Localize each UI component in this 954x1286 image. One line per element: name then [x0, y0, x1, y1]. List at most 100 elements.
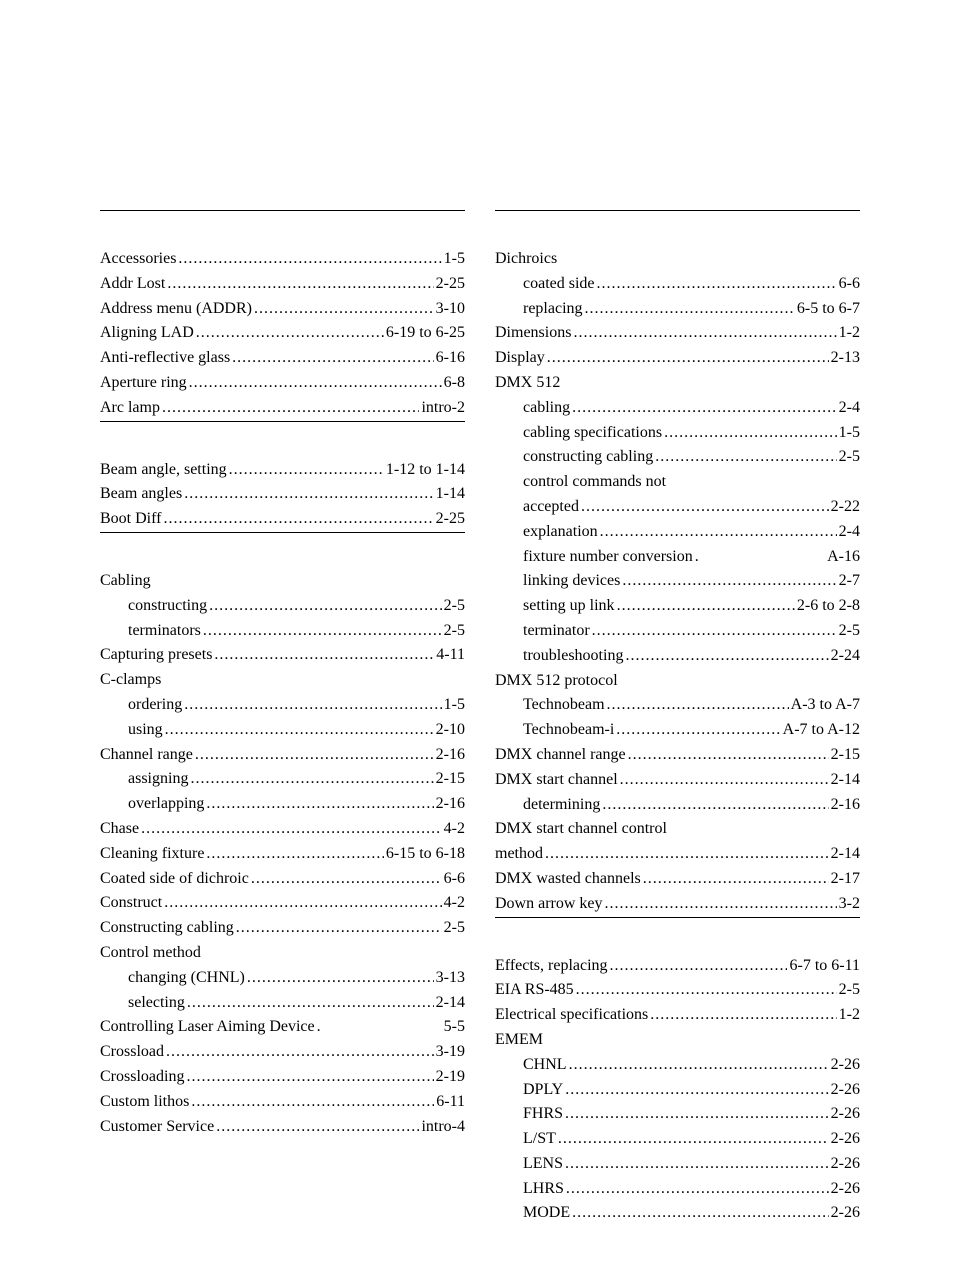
leader-dots: .	[695, 545, 825, 570]
index-entry: changing (CHNL) ........................…	[100, 966, 465, 991]
entry-term: troubleshooting	[495, 644, 623, 669]
index-entry: DMX start channel ......................…	[495, 768, 860, 793]
leader-dots: ........................................…	[625, 644, 828, 669]
entry-page: 2-5	[839, 619, 860, 644]
leader-dots: ........................................…	[251, 867, 442, 892]
entry-page: 2-4	[839, 520, 860, 545]
index-header: C-clamps	[100, 668, 465, 693]
leader-dots: ........................................…	[558, 1127, 829, 1152]
index-entry: accepted ...............................…	[495, 495, 860, 520]
entry-page: 2-25	[436, 272, 465, 297]
index-entry: setting up link ........................…	[495, 594, 860, 619]
leader-dots: ........................................…	[247, 966, 434, 991]
entry-term: L/ST	[495, 1127, 556, 1152]
entry-page: 2-4	[839, 396, 860, 421]
entry-page: 2-14	[831, 768, 860, 793]
index-entry: Address menu (ADDR) ....................…	[100, 297, 465, 322]
entry-page: 6-6	[839, 272, 860, 297]
entry-term: Dimensions	[495, 321, 571, 346]
entry-page: 2-22	[831, 495, 860, 520]
entry-page: 2-14	[831, 842, 860, 867]
leader-dots: ........................................…	[545, 842, 829, 867]
leader-dots: ........................................…	[216, 1115, 419, 1140]
index-entry: DPLY ...................................…	[495, 1078, 860, 1103]
entry-term: Arc lamp	[100, 396, 160, 421]
leader-dots: ........................................…	[581, 495, 829, 520]
index-entry: constructing ...........................…	[100, 594, 465, 619]
entry-term: Down arrow key	[495, 892, 603, 917]
leader-dots: ........................................…	[620, 768, 829, 793]
index-entry: EIA RS-485 .............................…	[495, 978, 860, 1003]
section-gap	[100, 211, 465, 247]
leader-dots: ........................................…	[206, 792, 433, 817]
index-entry: method .................................…	[495, 842, 860, 867]
leader-dots: ........................................…	[572, 1201, 829, 1226]
leader-dots: ........................................…	[616, 718, 780, 743]
entry-term: FHRS	[495, 1102, 563, 1127]
leader-dots: ........................................…	[184, 482, 433, 507]
entry-page: 2-26	[831, 1078, 860, 1103]
leader-dots: ........................................…	[178, 247, 441, 272]
leader-dots: ........................................…	[643, 867, 829, 892]
entry-page: 2-26	[831, 1201, 860, 1226]
index-entry: using ..................................…	[100, 718, 465, 743]
index-entry: Aligning LAD ...........................…	[100, 321, 465, 346]
entry-term: Cleaning fixture	[100, 842, 204, 867]
index-entry: Technobeam .............................…	[495, 693, 860, 718]
leader-dots: ........................................…	[191, 1090, 434, 1115]
entry-page: 2-13	[831, 346, 860, 371]
index-entry: MODE ...................................…	[495, 1201, 860, 1226]
leader-dots: ........................................…	[141, 817, 442, 842]
leader-dots: ........................................…	[573, 321, 836, 346]
index-entry: Coated side of dichroic ................…	[100, 867, 465, 892]
entry-page: A-3 to A-7	[791, 693, 860, 718]
leader-dots: ........................................…	[607, 693, 789, 718]
index-entry: Addr Lost ..............................…	[100, 272, 465, 297]
entry-page: 2-26	[831, 1127, 860, 1152]
entry-page: 2-19	[436, 1065, 465, 1090]
index-page: Accessories ............................…	[0, 0, 954, 1286]
entry-term: Addr Lost	[100, 272, 165, 297]
leader-dots: ........................................…	[254, 297, 434, 322]
leader-dots: ........................................…	[164, 891, 441, 916]
entry-page: 6-6	[444, 867, 465, 892]
index-entry: explanation ............................…	[495, 520, 860, 545]
entry-term: overlapping	[100, 792, 204, 817]
leader-dots: ........................................…	[189, 371, 442, 396]
leader-dots: ........................................…	[592, 619, 837, 644]
entry-page: 2-7	[839, 569, 860, 594]
section-gap	[495, 918, 860, 954]
entry-term: Crossload	[100, 1040, 164, 1065]
leader-dots: ........................................…	[565, 1102, 829, 1127]
leader-dots: ........................................…	[184, 693, 441, 718]
index-header: control commands not	[495, 470, 860, 495]
entry-term: explanation	[495, 520, 598, 545]
index-entry: CHNL ...................................…	[495, 1053, 860, 1078]
entry-page: 2-26	[831, 1053, 860, 1078]
leader-dots: ........................................…	[602, 793, 828, 818]
entry-term: Chase	[100, 817, 139, 842]
index-entry: selecting ..............................…	[100, 991, 465, 1016]
index-entry: Anti-reflective glass ..................…	[100, 346, 465, 371]
index-entry: Display ................................…	[495, 346, 860, 371]
index-header: DMX 512	[495, 371, 860, 396]
entry-term: Controlling Laser Aiming Device	[100, 1015, 315, 1040]
leader-dots: ........................................…	[622, 569, 836, 594]
index-entry: ordering ...............................…	[100, 693, 465, 718]
entry-page: 2-16	[831, 793, 860, 818]
entry-term: DMX wasted channels	[495, 867, 641, 892]
entry-term: Capturing presets	[100, 643, 212, 668]
entry-term: cabling specifications	[495, 421, 662, 446]
entry-term: Aperture ring	[100, 371, 187, 396]
entry-term: setting up link	[495, 594, 615, 619]
entry-term: fixture number conversion	[495, 545, 693, 570]
index-entry: terminators ............................…	[100, 619, 465, 644]
index-entry: coated side ............................…	[495, 272, 860, 297]
index-entry: overlapping ............................…	[100, 792, 465, 817]
entry-term: using	[100, 718, 163, 743]
index-header: DMX 512 protocol	[495, 669, 860, 694]
index-header: EMEM	[495, 1028, 860, 1053]
entry-term: LHRS	[495, 1177, 564, 1202]
entry-term: Channel range	[100, 743, 193, 768]
entry-term: Address menu (ADDR)	[100, 297, 252, 322]
